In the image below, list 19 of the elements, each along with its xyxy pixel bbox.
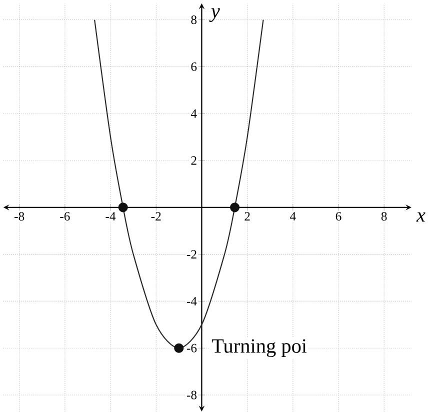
y-tick-label: 8 (191, 16, 197, 24)
x-tick-label: -2 (151, 212, 161, 221)
annotation: Turning poi (212, 339, 307, 358)
y-tick-label: 6 (191, 62, 197, 72)
y-axis-title: y (209, 8, 220, 22)
x-tick-label: 6 (336, 212, 342, 221)
x-tick-label: -4 (106, 212, 116, 221)
y-tick-label: -6 (186, 344, 197, 352)
y-tick-label: 2 (191, 156, 196, 165)
x-tick-label: 4 (290, 212, 296, 221)
y-tick-label: -4 (186, 297, 197, 306)
x-tick-label: -8 (14, 212, 24, 221)
y-tick-label: -2 (186, 250, 196, 259)
x-tick-label: 2 (244, 212, 250, 221)
y-tick-label: 4 (190, 110, 197, 118)
x-tick-label: -6 (60, 212, 70, 221)
y-tick-label: -8 (186, 390, 197, 400)
x-tick-label: 8 (381, 212, 387, 221)
x-axis-title: x (416, 212, 426, 222)
